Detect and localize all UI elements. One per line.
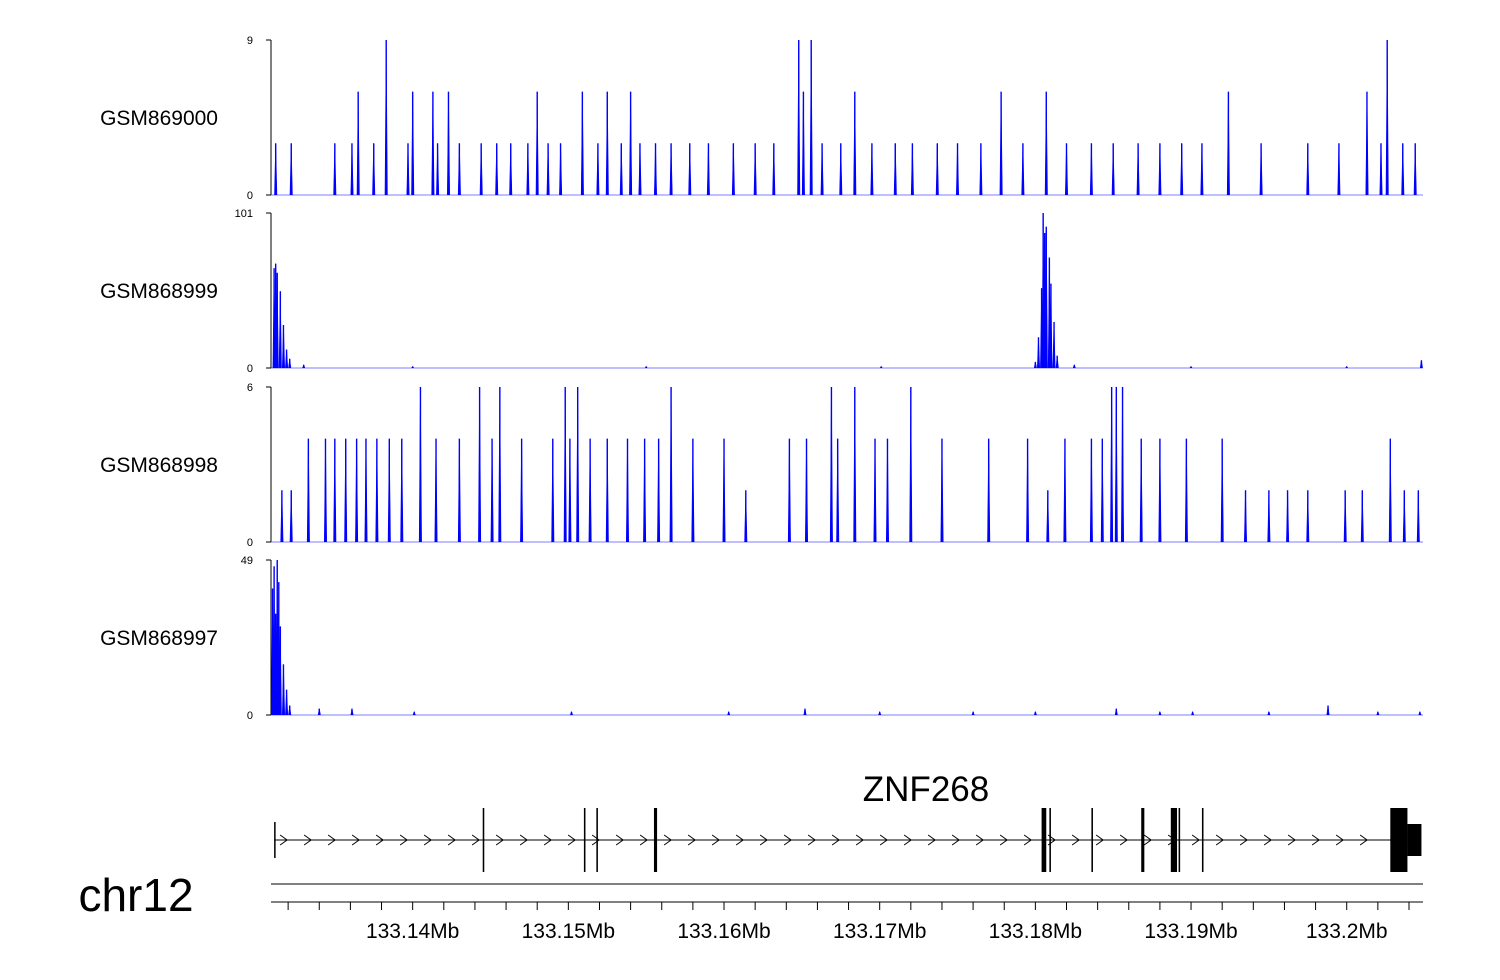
strand-arrow [759,834,768,846]
strand-arrow [447,834,456,846]
axis-tick-label: 133.14Mb [366,920,459,943]
gene-exon [1407,824,1422,856]
strand-arrow [735,834,744,846]
strand-arrow [783,834,792,846]
gene-exon [482,808,485,872]
strand-arrow [927,834,936,846]
strand-arrow [903,834,912,846]
y-tick-label: 0 [247,710,253,722]
strand-arrow [1311,834,1320,846]
coverage-area [271,39,1423,196]
strand-arrow [831,834,840,846]
strand-arrow [1287,834,1296,846]
coverage-area [271,212,1423,369]
strand-arrow [375,834,384,846]
track-GSM868999: GSM868999 101 0 [100,208,1423,375]
y-tick-label: 6 [247,382,253,394]
gene-exon [1170,808,1178,872]
track-GSM868998: GSM868998 6 0 [100,382,1423,549]
axis-tick-label: 133.17Mb [833,920,926,943]
gene-label: ZNF268 [863,770,989,809]
track-label: GSM869000 [100,107,218,130]
axis-tick-label: 133.18Mb [989,920,1082,943]
strand-arrow [855,834,864,846]
gene-exon [1201,808,1204,872]
strand-arrow [1239,834,1248,846]
axis-tick-label: 133.16Mb [677,920,770,943]
strand-arrow [639,834,648,846]
gene-exon [653,808,658,872]
data-tracks: GSM86900090GSM8689991010GSM86899860GSM86… [100,35,1423,722]
y-tick-label: 101 [235,208,253,220]
y-tick-label: 0 [247,537,253,549]
strand-arrow [351,834,360,846]
strand-arrow [1023,834,1032,846]
gene-exon [1041,808,1047,872]
strand-arrow [423,834,432,846]
strand-arrow [1215,834,1224,846]
y-tick-label: 0 [247,190,253,202]
chromosome-label: chr12 [78,869,193,921]
strand-arrow [687,834,696,846]
strand-arrow [303,834,312,846]
axis-tick-label: 133.15Mb [522,920,615,943]
y-tick-label: 0 [247,363,253,375]
axis-tick-label: 133.2Mb [1306,920,1388,943]
gene-exon [1390,808,1408,872]
strand-arrow [1095,834,1104,846]
gene-exon [583,808,586,872]
y-tick-label: 49 [241,555,253,567]
strand-arrow [711,834,720,846]
strand-arrow [399,834,408,846]
strand-arrow [519,834,528,846]
strand-arrow [807,834,816,846]
strand-arrow [615,834,624,846]
coverage-area [271,386,1423,543]
genome-axis: 133.14Mb 133.15Mb 133.16Mb 133.17Mb 133.18Mb… [271,883,1423,943]
gene-exon [596,808,598,872]
strand-arrow [327,834,336,846]
strand-arrow [1263,834,1272,846]
strand-arrow [471,834,480,846]
track-label: GSM868997 [100,627,218,650]
strand-arrow [1071,834,1080,846]
strand-arrow [495,834,504,846]
gene-exon [1049,808,1051,872]
track-label: GSM868998 [100,454,218,477]
strand-arrow [279,834,288,846]
y-tick-label: 9 [247,35,253,47]
strand-arrow [1143,834,1152,846]
strand-arrow [591,834,600,846]
strand-arrow [951,834,960,846]
gene-track: ZNF268 [274,770,1422,872]
strand-arrow [879,834,888,846]
gene-exon [274,822,276,858]
strand-arrow [999,834,1008,846]
axis-tick-label: 133.19Mb [1144,920,1237,943]
gene-exon [1178,808,1181,872]
strand-arrow [543,834,552,846]
strand-arrow [975,834,984,846]
track-GSM869000: GSM869000 9 0 [100,35,1423,202]
gene-exon [1091,808,1093,872]
strand-arrow [1359,834,1368,846]
strand-arrow [1335,834,1344,846]
strand-arrow [1119,834,1128,846]
track-label: GSM868999 [100,280,218,303]
strand-arrow [1191,834,1200,846]
coverage-area [271,559,1423,716]
gene-exon [1141,808,1145,872]
strand-arrow [567,834,576,846]
track-GSM868997: GSM868997 49 0 [100,555,1423,722]
strand-arrow [663,834,672,846]
